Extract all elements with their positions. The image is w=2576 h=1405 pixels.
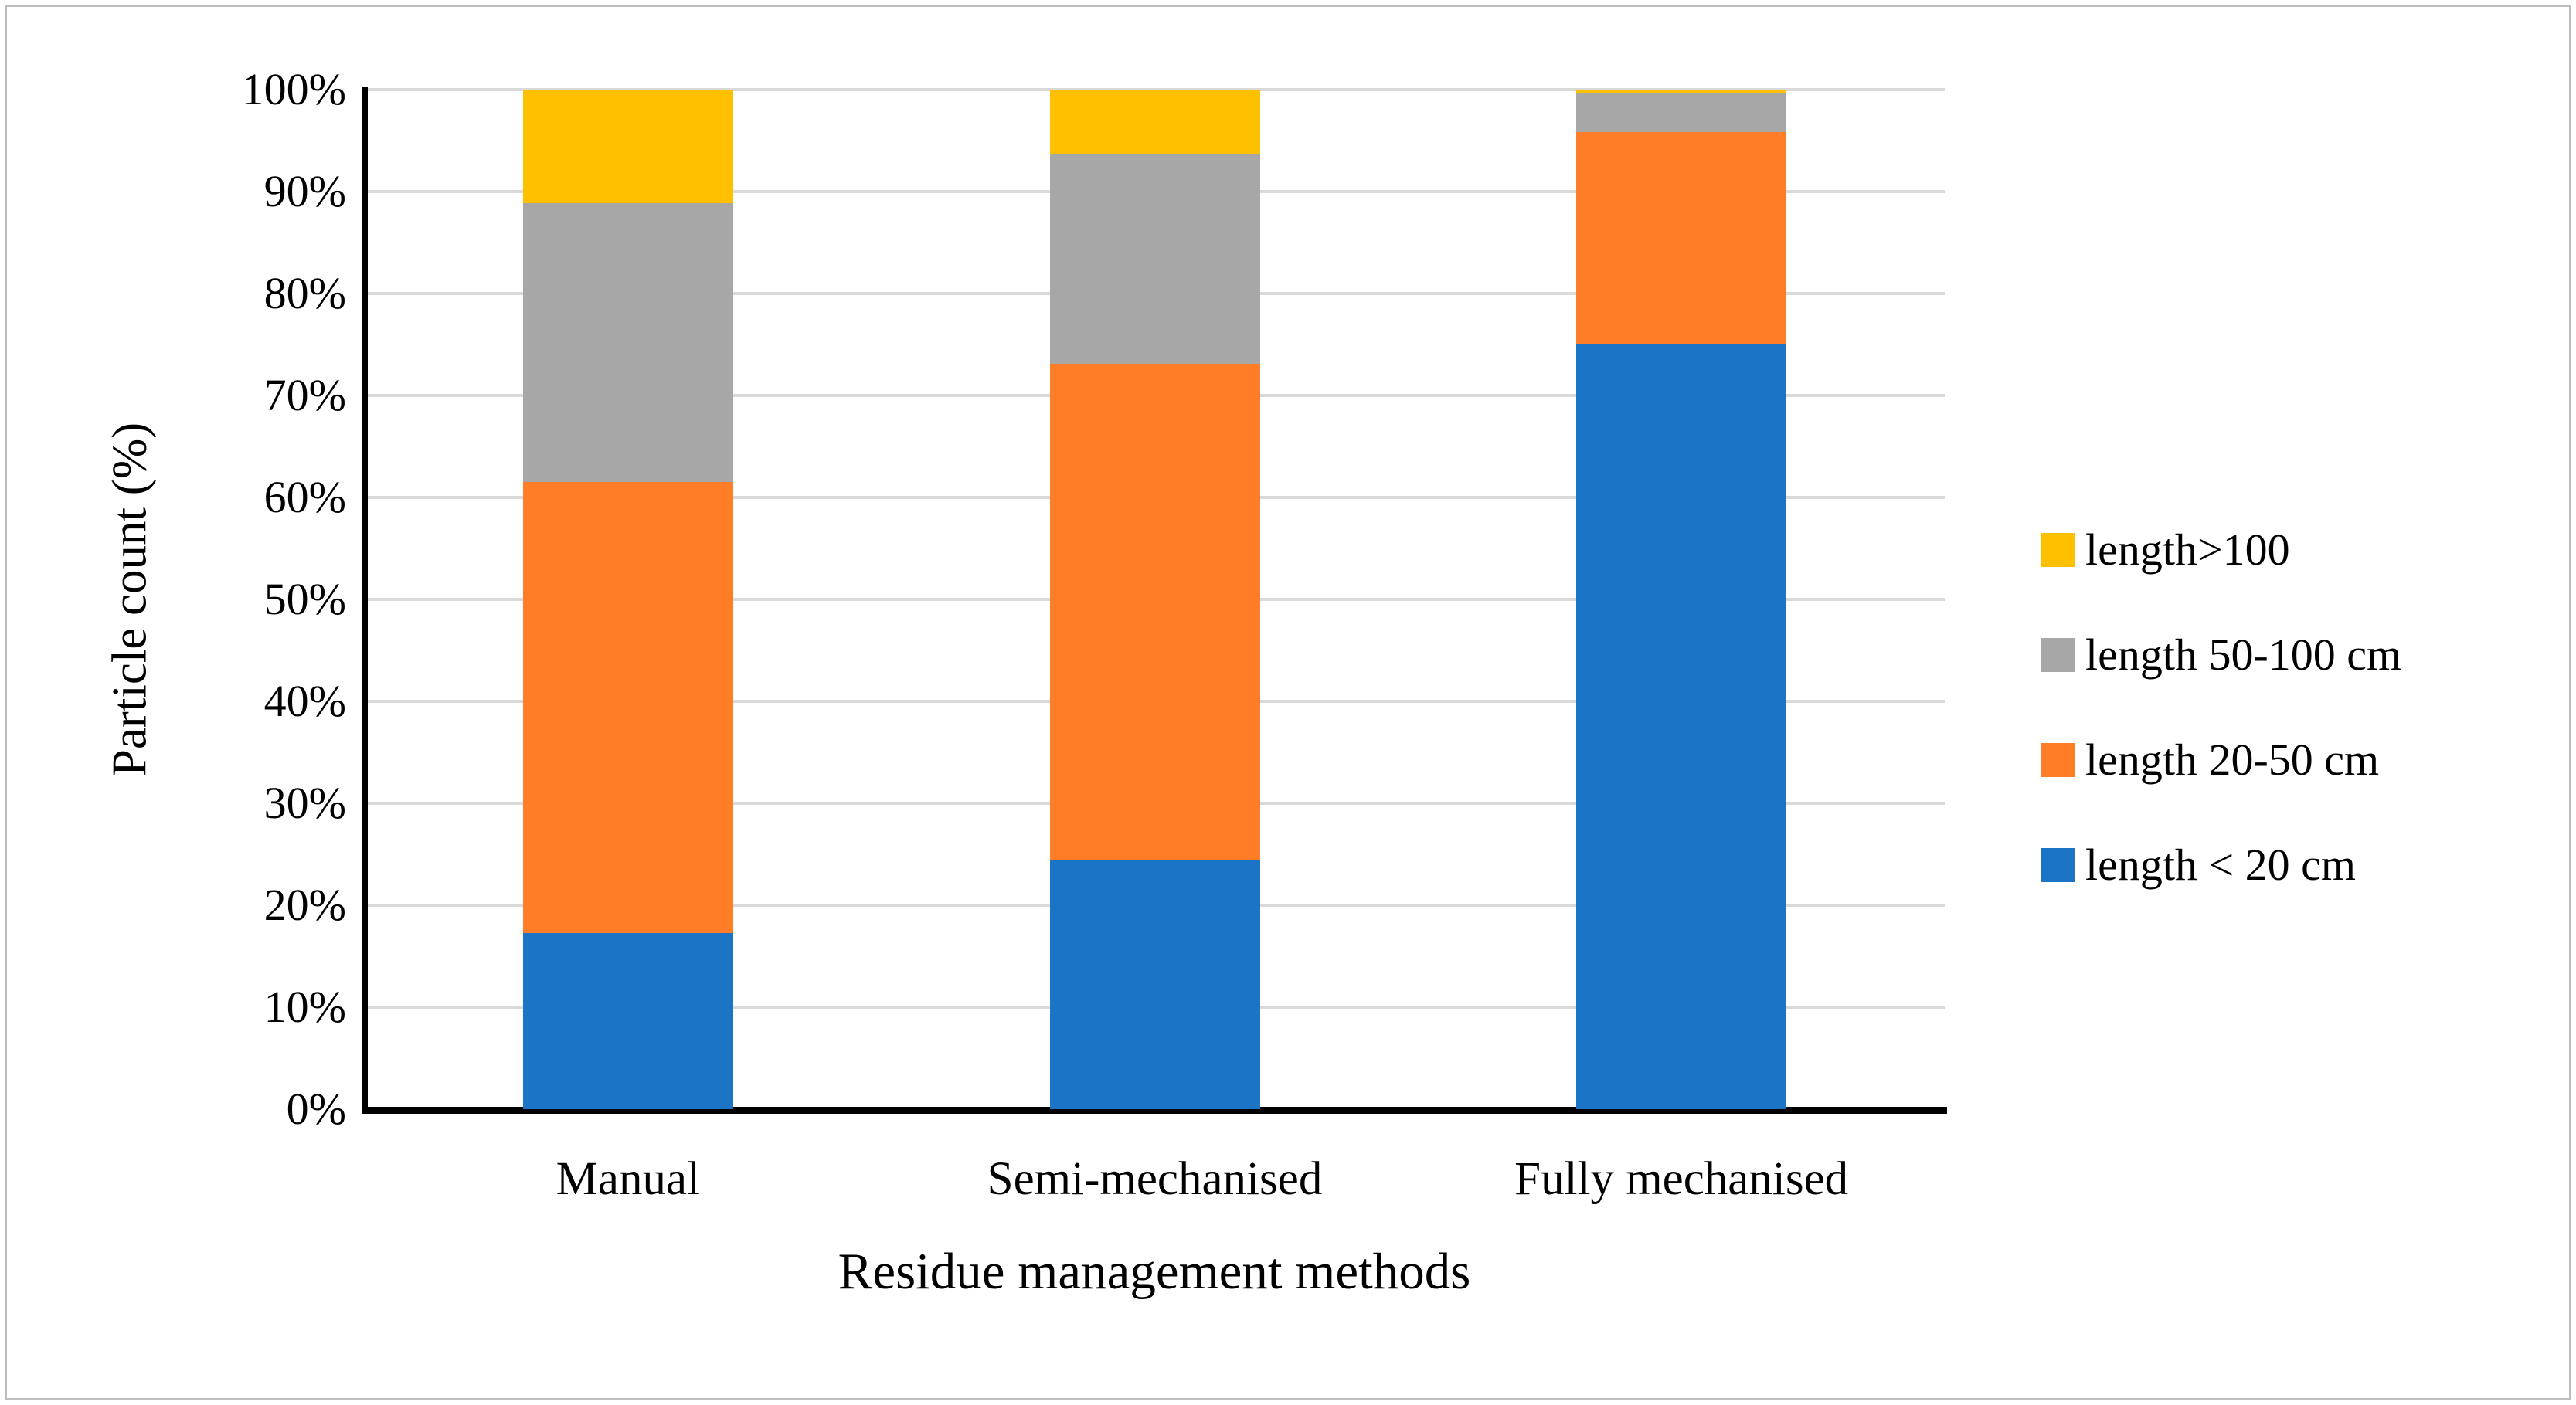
x-tick-label-semi-mechanised: Semi-mechanised: [987, 1153, 1323, 1205]
bar-segment-manual-length-20-cm: [522, 932, 733, 1109]
y-tick-label-100: 100%: [241, 64, 346, 114]
bar-segment-semi-mechanised-length-20-cm: [1049, 859, 1260, 1109]
bar-segment-fully-mechanised-length-20-cm: [1576, 344, 1787, 1109]
legend-item-length-100: length>100: [2041, 524, 2401, 575]
y-axis-title: Particle count (%): [102, 422, 157, 777]
bar-manual: [522, 90, 733, 1109]
y-tick-label-60: 60%: [263, 472, 346, 522]
bar-segment-manual-length-20-50-cm: [522, 482, 733, 933]
x-tick-label-manual: Manual: [556, 1153, 700, 1205]
legend-swatch-icon: [2041, 533, 2075, 567]
y-tick-label-10: 10%: [263, 982, 346, 1032]
legend-label: length < 20 cm: [2085, 840, 2357, 890]
bar-segment-fully-mechanised-length-20-50-cm: [1576, 132, 1787, 344]
y-tick-label-80: 80%: [263, 268, 346, 318]
y-axis-line: [362, 87, 368, 1107]
legend: length>100 length 50-100 cm length 20-50 c…: [2041, 524, 2401, 945]
x-axis-title: Residue management methods: [838, 1243, 1471, 1300]
bar-segment-fully-mechanised-length-100: [1576, 90, 1787, 94]
legend-swatch-icon: [2041, 638, 2075, 672]
legend-label: length>100: [2085, 524, 2290, 575]
bar-segment-manual-length-50-100-cm: [522, 202, 733, 483]
y-tick-label-20: 20%: [263, 880, 346, 930]
y-tick-label-70: 70%: [263, 370, 346, 420]
y-tick-label-50: 50%: [263, 574, 346, 624]
x-tick-label-fully-mechanised: Fully mechanised: [1514, 1153, 1849, 1205]
legend-swatch-icon: [2041, 848, 2075, 882]
bar-fully-mechanised: [1576, 90, 1787, 1109]
bar-segment-semi-mechanised-length-20-50-cm: [1049, 364, 1260, 860]
bar-segment-semi-mechanised-length-100: [1049, 90, 1260, 155]
y-tick-label-30: 30%: [263, 778, 346, 828]
bar-segment-fully-mechanised-length-50-100-cm: [1576, 93, 1787, 133]
x-axis-line: [362, 1107, 1947, 1114]
bar-semi-mechanised: [1049, 90, 1260, 1109]
legend-label: length 50-100 cm: [2085, 630, 2402, 680]
legend-item-length-20-cm: length < 20 cm: [2041, 840, 2401, 891]
legend-item-length-50-100-cm: length 50-100 cm: [2041, 630, 2401, 680]
bar-segment-manual-length-100: [522, 90, 733, 203]
y-tick-label-90: 90%: [263, 166, 346, 216]
legend-label: length 20-50 cm: [2085, 735, 2380, 785]
y-tick-label-0: 0%: [286, 1084, 346, 1134]
bar-segment-semi-mechanised-length-50-100-cm: [1049, 154, 1260, 365]
legend-item-length-20-50-cm: length 20-50 cm: [2041, 735, 2401, 786]
y-tick-label-40: 40%: [263, 676, 346, 726]
legend-swatch-icon: [2041, 743, 2075, 777]
